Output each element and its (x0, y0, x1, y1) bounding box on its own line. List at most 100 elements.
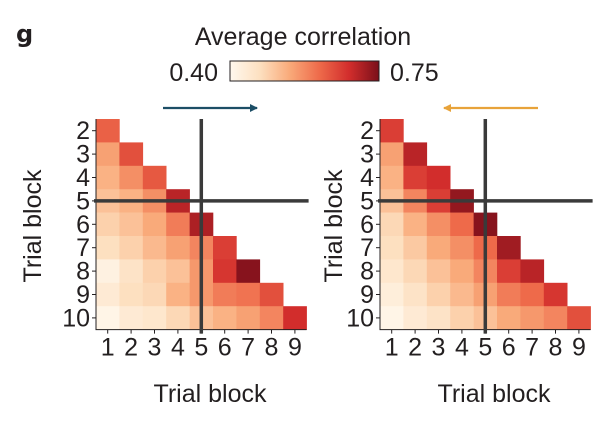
y-tick-label: 8 (76, 258, 90, 286)
heatmap-cell (403, 259, 428, 284)
heatmap-cell (166, 212, 190, 237)
heatmap-cell (380, 119, 404, 143)
x-axis-title-forward: Trial block (154, 380, 267, 408)
x-tick-label: 7 (241, 334, 255, 362)
x-tick-label: 9 (288, 334, 302, 362)
heatmap-cell (403, 212, 428, 237)
heatmap-cell (236, 282, 261, 307)
heatmap-cell (213, 282, 237, 307)
heatmap-cell (497, 282, 521, 307)
heatmap-cell (119, 142, 144, 167)
heatmap-cell (166, 306, 190, 330)
x-tick-label: 4 (455, 334, 469, 362)
heatmap-cell (96, 119, 120, 143)
x-tick-label: 3 (432, 334, 446, 362)
heatmap-cell (426, 259, 451, 284)
heatmap-cell (259, 282, 284, 307)
heatmap-cell (213, 236, 237, 260)
heatmap-cell (119, 236, 144, 260)
heatmap-cell (119, 165, 144, 190)
y-tick-label: 3 (76, 141, 90, 169)
y-tick-label: 2 (360, 117, 374, 145)
x-tick-label: 4 (171, 334, 185, 362)
divider-lines-backward (378, 119, 593, 334)
y-tick-label: 3 (360, 141, 374, 169)
heatmap-cell (520, 282, 545, 307)
x-tick-label: 1 (101, 334, 115, 362)
heatmap-cell (450, 259, 474, 284)
heatmap-cell (403, 306, 428, 330)
heatmap-cell (96, 165, 120, 190)
y-tick-label: 10 (346, 304, 374, 332)
heatmap-cell (403, 165, 428, 190)
x-tick-label: 2 (124, 334, 138, 362)
y-axis-title-backward: Trial block (320, 169, 348, 282)
heatmap-cell (119, 259, 144, 284)
y-tick-label: 9 (76, 281, 90, 309)
heatmap-cell (403, 236, 428, 260)
axis-lines (379, 119, 591, 331)
panel-label: g (16, 20, 33, 48)
heatmap-cell (520, 259, 545, 284)
y-tick-label: 10 (62, 304, 90, 332)
heatmap-cell (380, 142, 404, 167)
heatmap-cell (426, 236, 451, 260)
y-tick-label: 7 (360, 234, 374, 262)
heatmap-cell (96, 142, 120, 167)
x-tick-label: 1 (385, 334, 399, 362)
colorbar-max-label: 0.75 (390, 59, 439, 87)
divider-lines-forward (94, 119, 309, 334)
y-tick-label: 8 (360, 258, 374, 286)
heatmap-cell (142, 282, 167, 307)
heatmap-cell (142, 259, 167, 284)
heatmap-cell (380, 165, 404, 190)
y-tick-label: 9 (360, 281, 374, 309)
heatmap-cell (96, 282, 120, 307)
colorbar-min-label: 0.40 (169, 59, 218, 87)
heatmap-cell (96, 236, 120, 260)
x-tick-label: 8 (549, 334, 563, 362)
heatmap-cell (166, 236, 190, 260)
x-tick-label: 3 (148, 334, 162, 362)
heatmap-cell (543, 306, 568, 330)
colorbar (229, 60, 380, 82)
heatmap-cell (450, 306, 474, 330)
heatmap-cell (380, 212, 404, 237)
heatmap-cell (236, 259, 261, 284)
y-axis-title-forward: Trial block (19, 169, 47, 282)
heatmap-cell (96, 259, 120, 284)
colorbar-title: Average correlation (195, 23, 411, 51)
x-tick-label: 7 (525, 334, 539, 362)
heatmap-cell (142, 306, 167, 330)
heatmap-cell (166, 259, 190, 284)
y-tick-label: 2 (76, 117, 90, 145)
heatmap-cell (380, 259, 404, 284)
x-tick-label: 8 (265, 334, 279, 362)
heatmap-cell (142, 165, 167, 190)
heatmap-cell (426, 165, 451, 190)
x-tick-label: 5 (478, 334, 492, 362)
y-tick-label: 6 (360, 211, 374, 239)
heatmap-cell (426, 212, 451, 237)
x-tick-label: 9 (572, 334, 586, 362)
heatmap-cell (403, 282, 428, 307)
heatmap-cell (119, 212, 144, 237)
heatmap-cell (403, 142, 428, 167)
x-tick-label: 2 (408, 334, 422, 362)
heatmap-cell (213, 306, 237, 330)
y-tick-label: 5 (360, 187, 374, 215)
heatmap-cell (520, 306, 545, 330)
heatmap-cell (283, 306, 307, 330)
heatmap-cell (426, 306, 451, 330)
heatmap-cell (450, 236, 474, 260)
y-tick-label: 4 (76, 164, 90, 192)
heatmap-cell (497, 236, 521, 260)
x-tick-label: 6 (218, 334, 232, 362)
heatmap-cell (259, 306, 284, 330)
heatmap-cell (497, 259, 521, 284)
heatmap-cell (380, 306, 404, 330)
